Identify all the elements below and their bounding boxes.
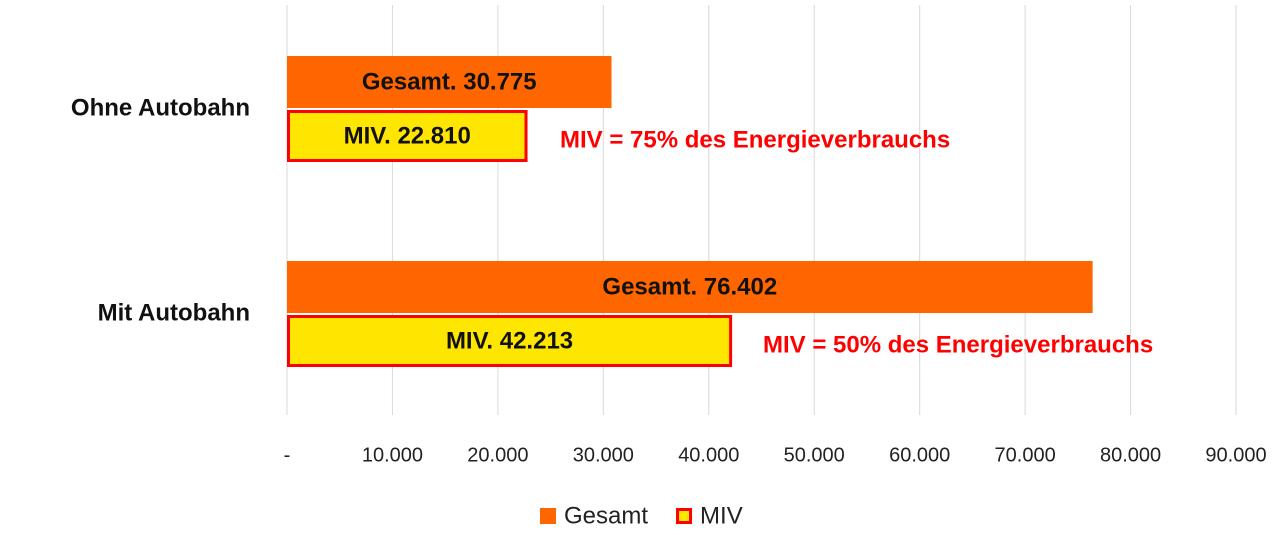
x-tick-label: 20.000 — [467, 444, 528, 466]
value-label: MIV. 22.810 — [344, 122, 471, 149]
annotation: MIV = 75% des Energieverbrauchs — [560, 126, 950, 153]
category-label: Ohne Autobahn — [71, 94, 250, 121]
x-tick-label: 30.000 — [573, 444, 634, 466]
bar — [287, 315, 733, 367]
x-tick-label: 80.000 — [1100, 444, 1161, 466]
x-tick-label: 40.000 — [678, 444, 739, 466]
x-tick-label: 70.000 — [995, 444, 1056, 466]
legend-swatch — [676, 508, 693, 524]
bar — [287, 56, 612, 108]
category-label: Mit Autobahn — [98, 299, 250, 326]
legend-swatch — [540, 508, 556, 524]
x-tick-label: 60.000 — [889, 444, 950, 466]
value-label: Gesamt. 76.402 — [602, 273, 777, 300]
value-label: MIV. 42.213 — [446, 327, 573, 354]
bar — [287, 110, 528, 162]
x-tick-label: 50.000 — [784, 444, 845, 466]
x-tick-label: - — [284, 444, 291, 466]
legend-label: MIV — [700, 502, 743, 529]
legend-label: Gesamt — [564, 502, 648, 529]
bar — [287, 261, 1093, 313]
value-label: Gesamt. 30.775 — [362, 68, 537, 95]
x-tick-label: 90.000 — [1205, 444, 1266, 466]
annotation: MIV = 50% des Energieverbrauchs — [763, 331, 1153, 358]
x-tick-label: 10.000 — [362, 444, 423, 466]
